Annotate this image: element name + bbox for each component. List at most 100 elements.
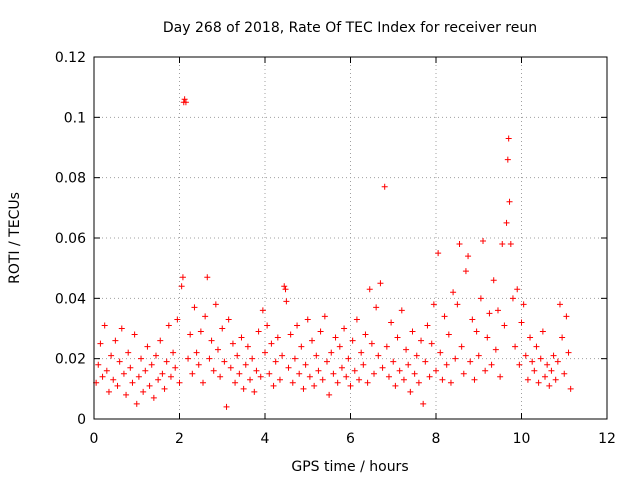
data-point [101, 322, 108, 329]
data-point [257, 373, 264, 380]
x-tick-label: 0 [90, 431, 99, 447]
data-point [253, 367, 260, 374]
data-point [527, 334, 534, 341]
data-point [167, 373, 174, 380]
data-point [125, 349, 132, 356]
data-point [232, 379, 239, 386]
data-point [433, 367, 439, 374]
data-point [501, 322, 508, 329]
data-point [544, 361, 551, 368]
x-tick-label: 2 [175, 431, 184, 447]
data-point [475, 352, 482, 359]
data-point [170, 349, 177, 356]
data-point [552, 376, 559, 383]
data-point [300, 385, 307, 392]
data-point [403, 346, 410, 353]
data-point [405, 361, 412, 368]
data-point [179, 274, 186, 281]
data-point [152, 352, 159, 359]
data-point [227, 364, 234, 371]
data-point [383, 343, 390, 350]
data-point [319, 376, 326, 383]
data-point [296, 370, 303, 377]
data-point [426, 373, 433, 380]
data-point [114, 382, 121, 389]
data-point [135, 373, 142, 380]
data-point [484, 334, 491, 341]
data-point [262, 349, 268, 356]
data-point [492, 346, 499, 353]
data-point [144, 343, 151, 350]
data-point [240, 385, 247, 392]
data-point [443, 361, 450, 368]
x-tick-label: 10 [513, 431, 531, 447]
data-point [317, 328, 324, 335]
data-point [206, 355, 213, 362]
x-tick-label: 4 [261, 431, 270, 447]
data-point [221, 358, 228, 365]
data-point [108, 352, 115, 359]
data-point [477, 295, 484, 302]
data-point [118, 325, 125, 332]
data-point [377, 280, 384, 287]
data-point [150, 394, 157, 401]
data-point [522, 352, 529, 359]
data-point [539, 328, 546, 335]
data-point [409, 328, 416, 335]
y-tick-label: 0.06 [55, 231, 86, 247]
data-point [567, 385, 574, 392]
data-point [214, 346, 221, 353]
data-point [223, 403, 230, 410]
data-point [490, 277, 497, 284]
data-point [356, 376, 363, 383]
data-point [212, 301, 219, 308]
data-point [217, 373, 224, 380]
data-point [236, 370, 243, 377]
data-point [328, 349, 335, 356]
data-point [435, 250, 442, 257]
data-point [225, 316, 232, 323]
data-point [313, 352, 320, 359]
data-point [390, 358, 397, 365]
data-point [334, 379, 341, 386]
data-point [123, 391, 130, 398]
data-point [398, 307, 405, 314]
x-axis-label: GPS time / hours [291, 459, 408, 475]
data-point [411, 370, 418, 377]
data-point [193, 349, 200, 356]
data-point [516, 361, 523, 368]
data-point [157, 337, 164, 344]
data-point [172, 364, 179, 371]
data-point [531, 367, 538, 374]
y-tick-label: 0.02 [55, 352, 86, 368]
data-point [486, 310, 493, 317]
data-point [439, 376, 446, 383]
data-point [285, 364, 292, 371]
data-point [140, 388, 147, 395]
data-point [471, 376, 478, 383]
data-point [469, 316, 476, 323]
data-point [336, 343, 343, 350]
data-point [281, 283, 288, 290]
data-point [159, 370, 166, 377]
data-point [298, 343, 305, 350]
data-point [208, 337, 215, 344]
data-point [467, 358, 474, 365]
data-point [338, 364, 345, 371]
data-point [95, 361, 102, 368]
data-point [437, 349, 444, 356]
data-point [561, 370, 568, 377]
data-point [268, 340, 275, 347]
data-point [197, 328, 204, 335]
data-point [407, 388, 414, 395]
data-point [282, 286, 289, 293]
data-point [304, 316, 311, 323]
data-point [146, 382, 153, 389]
data-point [381, 183, 388, 190]
data-point [276, 376, 283, 383]
data-point [518, 319, 525, 326]
data-point [480, 238, 487, 245]
y-tick-label: 0.1 [64, 110, 86, 126]
data-point [413, 352, 420, 359]
